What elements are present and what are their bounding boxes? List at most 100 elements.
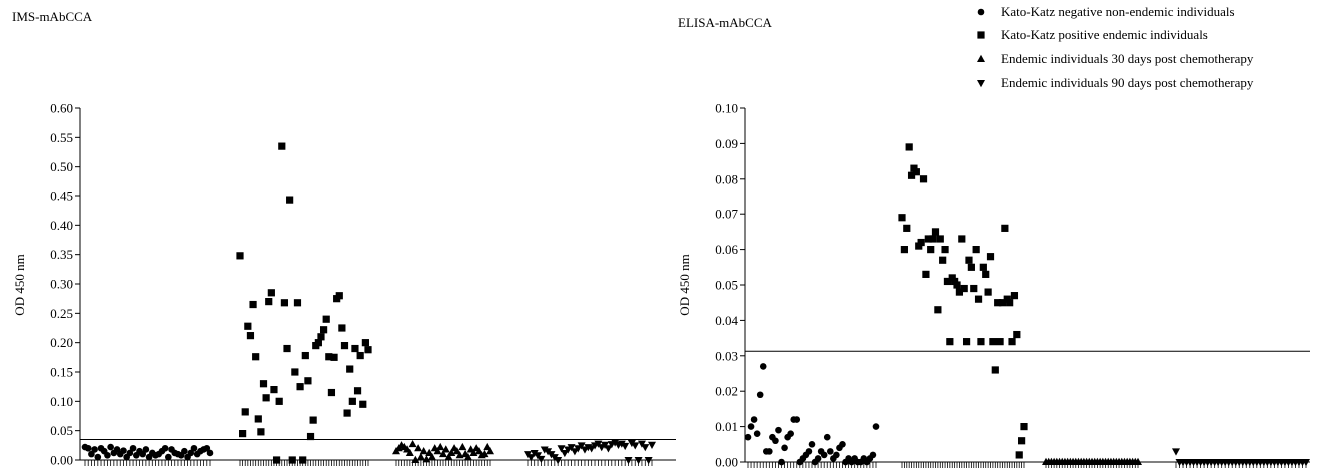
data-point-square — [293, 299, 302, 307]
legend-marker-icon — [977, 8, 985, 16]
data-point-square — [917, 238, 925, 247]
data-point-triangle-down — [621, 442, 630, 451]
data-point-circle — [814, 455, 822, 462]
y-axis-label: OD 450 nm — [677, 254, 692, 315]
data-point-circle — [104, 452, 111, 459]
data-point-circle — [181, 447, 188, 455]
data-point-triangle-up — [433, 447, 442, 455]
legend-entry: Endemic individuals 30 days post chemoth… — [977, 51, 1254, 66]
data-point-circle — [190, 444, 198, 452]
data-point-square — [974, 295, 983, 303]
data-point-triangle-up — [463, 452, 472, 461]
data-point-triangle-down — [557, 445, 566, 453]
data-point-square — [335, 292, 343, 300]
data-point-square — [898, 214, 906, 222]
data-point-square — [922, 270, 930, 278]
legend-marker-circle — [977, 8, 985, 16]
data-point-square — [259, 380, 268, 388]
chart-ims-mabcca: IMS-mAbCCA OD 450 nm 0.00 0.05 0.10 0.15 0.2… — [12, 9, 676, 468]
data-point-square — [296, 383, 304, 391]
data-point-circle — [161, 444, 169, 452]
data-point-triangle-up — [425, 448, 434, 456]
data-point-square — [984, 288, 992, 296]
legend-label: Endemic individuals 90 days post chemoth… — [1001, 75, 1254, 90]
data-point-circle — [872, 423, 880, 430]
data-point-square — [364, 346, 372, 354]
y-tick-label: 0.50 — [50, 159, 73, 174]
data-point-triangle-up — [480, 449, 489, 458]
axes: 0.00 0.01 0.02 0.03 0.04 0.05 0.06 0.07 0.08 0.09… — [715, 101, 1310, 469]
data-point-triangle-up — [1134, 457, 1142, 465]
y-tick-label: 0.02 — [715, 384, 738, 399]
data-point-circle — [775, 426, 782, 434]
data-point-triangle-down — [577, 442, 586, 450]
data-point-circle — [766, 448, 773, 455]
data-point-circle — [126, 449, 134, 457]
data-point-square — [900, 246, 908, 254]
y-tick-label: 0.20 — [50, 335, 73, 350]
y-tick-label: 0.05 — [715, 278, 738, 293]
legend: Kato-Katz negative non-endemic individua… — [977, 4, 1254, 90]
data-point-triangle-up — [444, 452, 453, 461]
y-tick-label: 0.45 — [50, 189, 73, 204]
data-point-circle — [756, 391, 764, 399]
y-tick-label: 0.05 — [50, 423, 73, 438]
data-point-square — [955, 288, 964, 296]
data-point-circle — [203, 444, 211, 452]
y-tick-label: 0.10 — [715, 101, 738, 116]
data-point-square — [939, 256, 947, 264]
data-point-square — [979, 263, 987, 271]
legend-label: Kato-Katz positive endemic individuals — [1001, 27, 1208, 42]
data-point-circle — [747, 423, 755, 430]
data-point-square — [244, 322, 252, 330]
data-point-square — [1001, 224, 1009, 232]
data-point-triangle-down — [604, 445, 613, 453]
y-tick-label: 0.60 — [50, 101, 73, 116]
data-point-circle — [808, 441, 816, 448]
data-point-circle — [820, 451, 828, 459]
data-point-square — [270, 386, 278, 394]
data-point-square — [905, 143, 913, 151]
data-point-square — [958, 235, 966, 243]
data-point-square — [301, 351, 309, 360]
data-point-square — [967, 263, 975, 271]
y-tick-label: 0.09 — [715, 136, 738, 151]
data-point-triangle-up — [458, 442, 467, 451]
data-point-square — [1010, 292, 1019, 300]
data-point-triangle-up — [486, 447, 494, 455]
data-point-triangle-down — [627, 439, 636, 448]
data-point-circle — [113, 446, 121, 453]
data-point-triangle-down — [554, 457, 563, 465]
data-point-square — [280, 299, 289, 307]
data-point-square — [317, 333, 325, 341]
data-point-square — [356, 351, 364, 360]
data-point-square — [361, 339, 369, 347]
data-points — [744, 143, 1310, 467]
data-point-triangle-down — [634, 457, 643, 465]
legend-entry: Kato-Katz negative non-endemic individua… — [977, 4, 1235, 19]
data-point-square — [343, 409, 351, 417]
chart-title: ELISA-mAbCCA — [678, 15, 773, 30]
legend-entry: Kato-Katz positive endemic individuals — [977, 27, 1208, 42]
data-point-circle — [94, 453, 102, 461]
data-point-triangle-down — [624, 457, 633, 465]
data-point-circle — [823, 433, 831, 441]
data-point-square — [249, 300, 257, 309]
data-point-circle — [805, 448, 813, 455]
data-point-square — [994, 299, 1002, 307]
data-point-square — [934, 306, 942, 314]
data-point-triangle-up — [436, 442, 445, 451]
y-tick-label: 0.08 — [715, 171, 738, 186]
data-point-square — [283, 344, 291, 353]
data-point-triangle-up — [416, 452, 425, 461]
axes: 0.00 0.05 0.10 0.15 0.20 0.25 0.30 0.35 0.40 0.45… — [50, 101, 676, 468]
data-point-triangle-down — [567, 444, 576, 452]
data-point-circle — [187, 449, 195, 457]
data-point-square — [306, 432, 315, 441]
data-point-circle — [206, 449, 214, 457]
data-point-triangle-down — [527, 454, 536, 462]
data-point-triangle-up — [474, 447, 483, 455]
data-point-triangle-up — [427, 452, 436, 461]
data-point-square — [340, 342, 349, 350]
